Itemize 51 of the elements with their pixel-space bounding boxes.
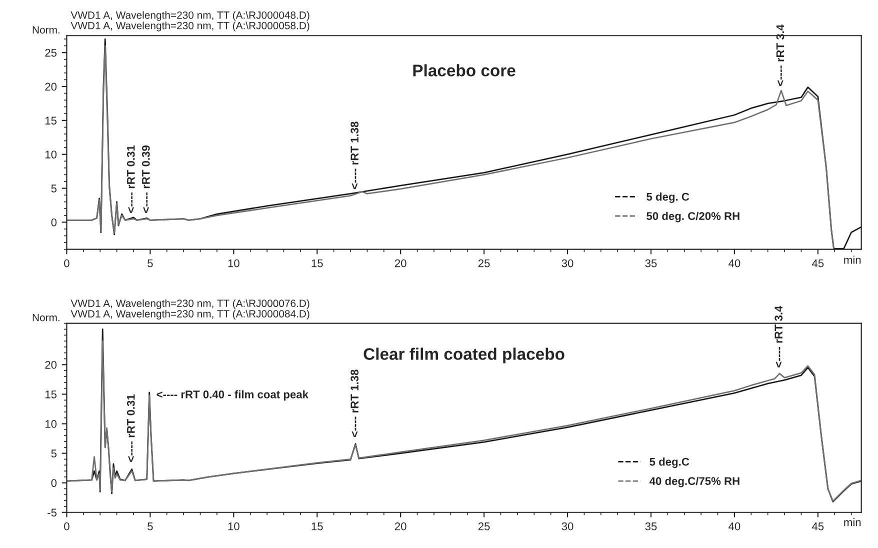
- y-tick-label: -5: [48, 508, 57, 517]
- x-tick-label: 45: [812, 259, 824, 268]
- y-tick-label: 5: [51, 184, 57, 192]
- x-tick-label: 5: [148, 522, 153, 530]
- y-tick-label: 25: [45, 48, 57, 57]
- annotation: <---- rRT 0.40 - film coat peak: [156, 390, 309, 401]
- text: Clear film coated placebo: [364, 348, 564, 364]
- legend-label: 5 deg. C: [646, 192, 690, 203]
- legend-label: 5 deg.C: [650, 458, 690, 468]
- legend-label: 50 deg. C/20% RH: [646, 212, 740, 222]
- x-tick-label: 40: [728, 522, 740, 530]
- y-tick-label: 20: [45, 360, 57, 369]
- x-tick-label: 20: [394, 259, 406, 268]
- x-tick-label: 0: [64, 259, 70, 268]
- x-tick-label: 30: [562, 259, 574, 268]
- x-tick-label: 5: [148, 259, 153, 268]
- annotation: <---- rRT 1.38: [350, 122, 359, 190]
- annotation: <---- rRT 1.38: [350, 370, 359, 438]
- legend-label: 40 deg.C/75% RH: [649, 476, 740, 488]
- x-axis-title: min: [844, 256, 861, 264]
- x-tick-label: 35: [645, 259, 657, 268]
- annotation: <---- rRT 0.39: [142, 146, 150, 213]
- x-tick-label: 35: [645, 522, 657, 530]
- y-axis-title: Norm.: [32, 26, 60, 34]
- x-tick-label: 10: [228, 259, 240, 268]
- y-tick-label: 20: [45, 82, 57, 91]
- y-tick-label: 15: [45, 116, 57, 125]
- x-tick-label: 30: [562, 522, 574, 530]
- chart-subtitle: VWD1 A, Wavelength=230 nm, TT (A:\RJ000048.D) VWD1 A, Wavelength=230 nm, TT (A:\RJ000058.D): [70, 11, 310, 32]
- x-tick-label: 25: [478, 522, 490, 530]
- x-tick-label: 15: [312, 259, 323, 268]
- text: Placebo core: [413, 64, 516, 76]
- x-tick-label: 10: [228, 522, 240, 530]
- x-tick-label: 20: [394, 522, 406, 530]
- annotation: <---- rRT 0.31: [126, 145, 135, 213]
- y-tick-label: 0: [51, 479, 57, 487]
- x-tick-label: 40: [728, 259, 740, 268]
- y-axis-title: Norm.: [32, 314, 60, 322]
- x-tick-label: 0: [64, 522, 70, 530]
- y-tick-label: 10: [45, 420, 57, 428]
- chart-subtitle: VWD1 A, Wavelength=230 nm, TT (A:\RJ000076.D) VWD1 A, Wavelength=230 nm, TT (A:\RJ000084.D): [70, 299, 310, 320]
- x-axis-title: min: [844, 518, 861, 526]
- x-tick-label: 45: [812, 522, 824, 530]
- y-tick-label: 15: [45, 390, 57, 398]
- x-tick-label: 15: [312, 522, 323, 530]
- y-tick-label: 5: [51, 450, 57, 458]
- y-tick-label: 0: [51, 218, 57, 226]
- annotation: <---- rRT 3.4: [774, 306, 783, 368]
- annotation: <---- rRT 0.31: [126, 394, 135, 462]
- x-tick-label: 25: [478, 259, 490, 268]
- y-tick-label: 10: [45, 150, 57, 158]
